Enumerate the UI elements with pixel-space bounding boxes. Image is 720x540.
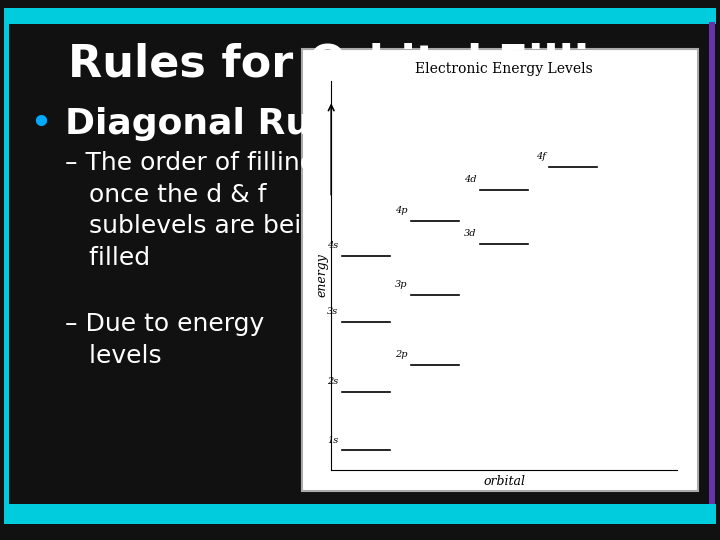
- Text: 4s: 4s: [327, 241, 338, 250]
- FancyBboxPatch shape: [302, 49, 698, 491]
- FancyBboxPatch shape: [709, 22, 715, 524]
- Text: •: •: [29, 105, 52, 143]
- Text: – The order of filling
   once the d & f
   sublevels are being
   filled: – The order of filling once the d & f su…: [65, 151, 333, 270]
- FancyBboxPatch shape: [4, 510, 716, 524]
- Text: Diagonal Rule: Diagonal Rule: [65, 107, 348, 141]
- Text: – Due to energy
   levels: – Due to energy levels: [65, 313, 264, 368]
- Text: 1s: 1s: [327, 436, 338, 444]
- Y-axis label: energy: energy: [315, 253, 328, 298]
- Text: 4d: 4d: [464, 175, 477, 184]
- Text: 4f: 4f: [536, 152, 546, 161]
- Text: 2s: 2s: [327, 377, 338, 386]
- Title: Electronic Energy Levels: Electronic Energy Levels: [415, 62, 593, 76]
- Text: 3s: 3s: [327, 307, 338, 316]
- FancyBboxPatch shape: [4, 8, 716, 24]
- FancyBboxPatch shape: [4, 22, 9, 524]
- X-axis label: orbital: orbital: [483, 475, 525, 488]
- Text: 2p: 2p: [395, 350, 408, 359]
- Text: Rules for Orbital Filling: Rules for Orbital Filling: [68, 43, 652, 86]
- Text: 3d: 3d: [464, 230, 477, 239]
- Text: 3p: 3p: [395, 280, 408, 289]
- FancyBboxPatch shape: [4, 504, 716, 510]
- Text: 4p: 4p: [395, 206, 408, 215]
